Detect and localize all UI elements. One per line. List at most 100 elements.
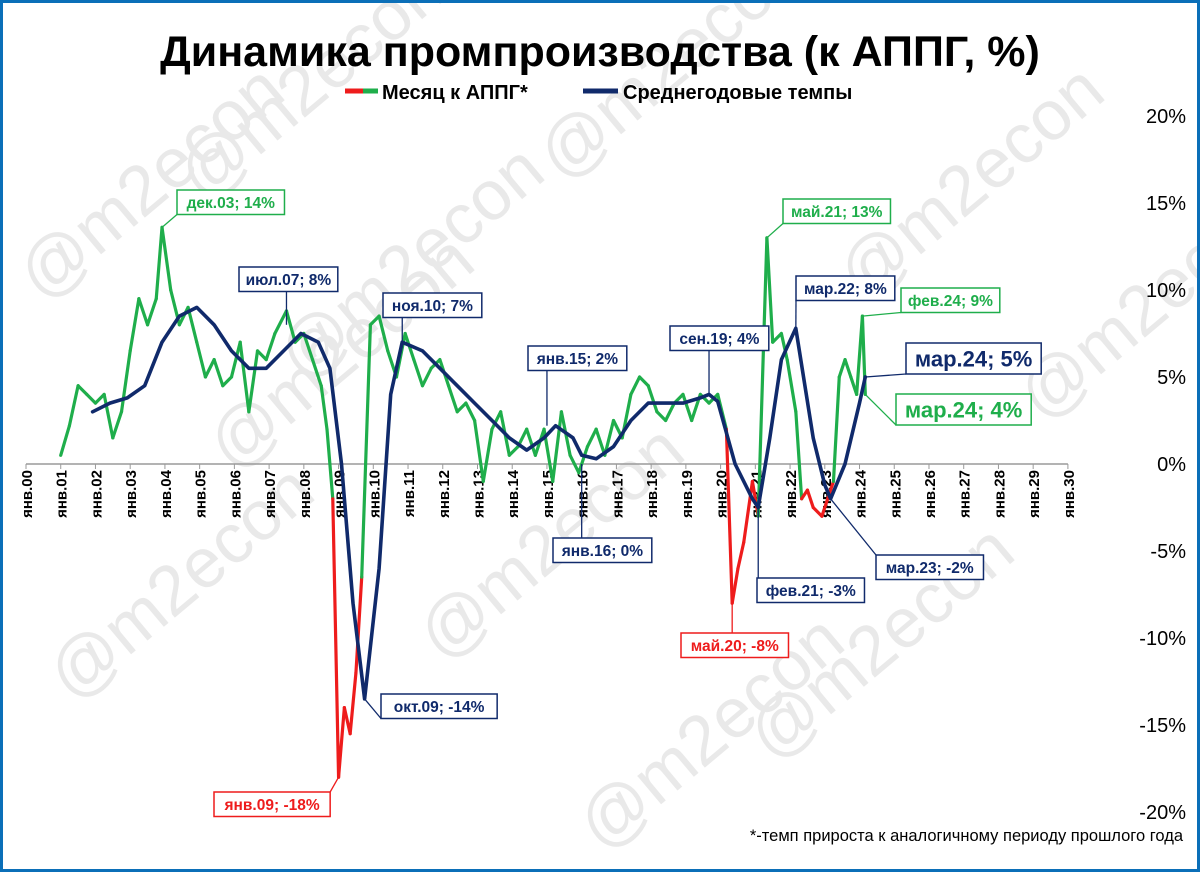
annotation-leader (830, 498, 877, 556)
annotation-box (782, 198, 892, 225)
annotation-leader (161, 214, 178, 228)
annotation-box (756, 577, 866, 604)
x-tick-label: янв.30 (1061, 470, 1078, 518)
monthly-series-segment (177, 305, 190, 327)
x-tick-label: янв.12 (436, 470, 453, 518)
monthly-series-segment (455, 401, 468, 414)
monthly-series-segment (765, 236, 775, 344)
x-tick-label: янв.17 (609, 470, 626, 518)
annotations: дек.03; 14% июл.07; 8% ноя.10; 7% янв.15; 2… (161, 189, 1042, 818)
annotation-label: дек.03; 14% (187, 195, 275, 212)
annotation-box (213, 791, 331, 818)
monthly-series-segment (377, 314, 390, 353)
annotation-label: янв.15; 2% (537, 351, 619, 368)
x-tick-label: янв.06 (227, 470, 244, 518)
annotation-label: июл.07; 8% (246, 272, 332, 289)
annotation-leader (862, 311, 902, 317)
monthly-series-segment (111, 410, 124, 440)
annotation-box (669, 325, 770, 352)
x-tick-label: янв.11 (401, 470, 418, 517)
monthly-series-segment (102, 392, 115, 440)
annotation-box (552, 537, 653, 564)
legend-label-monthly: Месяц к АППГ* (382, 82, 528, 104)
monthly-series-segment (820, 497, 830, 518)
x-tick-label: янв.18 (644, 470, 661, 518)
annotation-label: мар.23; -2% (886, 560, 974, 577)
annotation-box (895, 393, 1032, 426)
monthly-series-segment (221, 375, 234, 388)
monthly-series-segment (730, 566, 740, 605)
monthly-series-segment (354, 575, 364, 675)
x-axis (25, 463, 1069, 469)
monthly-series-segment (360, 323, 373, 579)
monthly-series-segment (336, 705, 346, 779)
monthly-series-segment (76, 384, 89, 396)
monthly-series-segment (195, 340, 208, 379)
x-tick-label: янв.02 (88, 470, 105, 518)
x-tick-label: янв.19 (679, 470, 696, 518)
y-tick-label: 5% (1157, 367, 1186, 389)
monthly-series-segment (420, 366, 433, 388)
monthly-series-segment (794, 410, 804, 501)
chart-title: Динамика промпроизводства (к АППГ, %) (160, 28, 1040, 76)
annotation-label: май.20; -8% (691, 638, 779, 655)
annotation-box (527, 345, 628, 372)
x-tick-label: янв.01 (54, 470, 71, 518)
annotation-label: май.21; 13% (791, 204, 883, 221)
monthly-series-segment (837, 358, 847, 379)
legend-item-average: Среднегодовые темпы (583, 82, 852, 104)
monthly-series-segment (203, 358, 216, 379)
monthly-series-segment (247, 349, 260, 414)
average-series-line (90, 305, 868, 701)
x-tick-labels: янв.00 янв.01 янв.02 янв.03 янв.04 янв.05 янв.… (19, 469, 1078, 518)
monthly-series-segment (368, 314, 381, 327)
monthly-series-segment (59, 424, 72, 457)
watermark-text: @m2econ (33, 449, 328, 715)
annotation-label: ноя.10; 7% (392, 298, 473, 315)
monthly-series-segment (646, 384, 659, 414)
monthly-series-segment (302, 331, 315, 362)
annotation-box (238, 266, 339, 293)
y-tick-label: 0% (1157, 454, 1186, 476)
monthly-series-segment (831, 375, 841, 483)
monthly-series-segment (446, 384, 459, 414)
legend: Месяц к АППГ* Среднегодовые темпы (345, 82, 852, 104)
monthly-series-segment (284, 309, 297, 344)
y-tick-label: 15% (1146, 193, 1186, 215)
x-tick-label: янв.16 (575, 470, 592, 518)
monthly-series-segment (811, 505, 824, 518)
monthly-series-segment (681, 392, 694, 423)
footnote: *-темп прироста к аналогичному периоду п… (750, 827, 1184, 845)
monthly-series-segment (577, 445, 590, 475)
monthly-series-segment (585, 427, 598, 449)
x-tick-label: янв.25 (887, 470, 904, 518)
monthly-series-segment (319, 384, 329, 431)
monthly-series-segment (785, 358, 798, 414)
monthly-series-segment (85, 392, 98, 405)
annotation-leader (864, 393, 897, 426)
monthly-series-segment (93, 392, 106, 405)
monthly-series-segment (67, 384, 80, 428)
annotation-box (176, 189, 286, 216)
annotation-label: фев.24; 9% (908, 293, 993, 310)
monthly-series-segment (255, 349, 268, 362)
monthly-series-segment (594, 427, 607, 457)
monthly-series-segment (348, 671, 358, 736)
monthly-series-segment (525, 427, 537, 457)
watermarks: @m2econ@m2econ@m2econ@m2econ @m2econ@m2ec… (3, 3, 1197, 864)
monthly-series-segment (756, 236, 769, 518)
monthly-series-segment (331, 497, 341, 779)
annotation-box (795, 275, 896, 302)
x-tick-label: янв.14 (505, 469, 522, 518)
annotation-leader (364, 698, 382, 719)
legend-label-average: Среднегодовые темпы (623, 82, 852, 104)
monthly-series-segment (145, 297, 158, 327)
monthly-series-segment (771, 331, 783, 344)
monthly-series-segment (742, 479, 755, 544)
series-monthly-line (59, 225, 867, 779)
y-tick-label: 20% (1146, 106, 1186, 128)
monthly-series-segment (310, 358, 323, 388)
annotation-box (875, 554, 985, 581)
monthly-series-segment (805, 488, 815, 510)
annotation-label: янв.16; 0% (562, 543, 644, 560)
